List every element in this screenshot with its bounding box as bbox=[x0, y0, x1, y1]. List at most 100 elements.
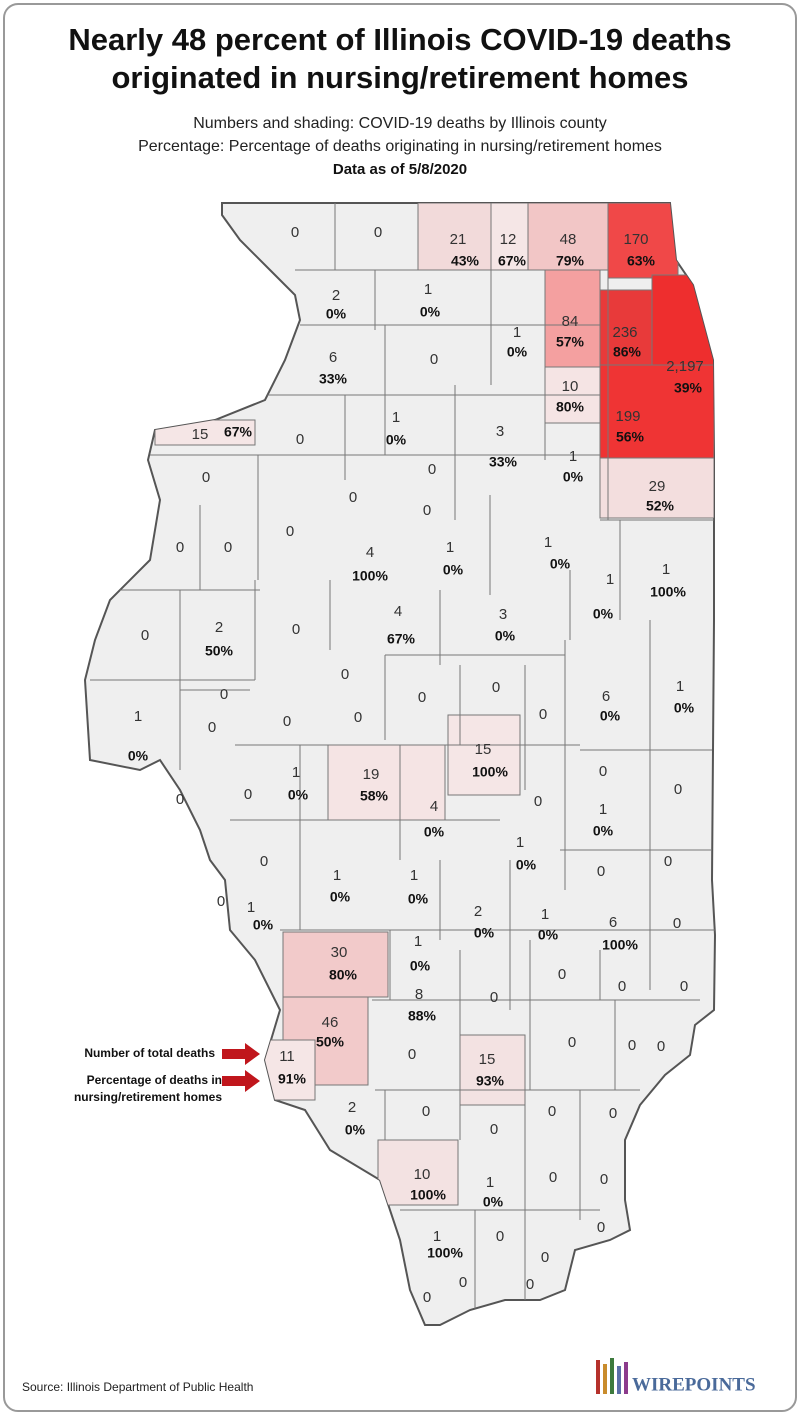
county-pct: 0% bbox=[408, 891, 429, 907]
county-shading bbox=[154, 203, 715, 1206]
county-deaths: 29 bbox=[649, 478, 666, 495]
county-deaths: 0 bbox=[422, 1103, 430, 1120]
county-deaths: 2,197 bbox=[666, 358, 704, 375]
county-pct: 0% bbox=[550, 556, 571, 572]
county-deaths: 15 bbox=[475, 741, 492, 758]
county-deaths: 1 bbox=[516, 834, 524, 851]
county-deaths: 0 bbox=[534, 793, 542, 810]
county-pct: 0% bbox=[330, 889, 351, 905]
county-deaths: 0 bbox=[492, 679, 500, 696]
county-deaths: 0 bbox=[549, 1169, 557, 1186]
county-deaths: 0 bbox=[490, 989, 498, 1006]
county-deaths: 1 bbox=[134, 708, 142, 725]
county-pct: 39% bbox=[674, 380, 703, 396]
county-pct: 80% bbox=[556, 399, 585, 415]
county-pct: 63% bbox=[627, 253, 656, 269]
county-deaths: 1 bbox=[513, 324, 521, 341]
county-deaths: 2 bbox=[474, 903, 482, 920]
county-deaths: 1 bbox=[424, 281, 432, 298]
county-deaths: 19 bbox=[363, 766, 380, 783]
county-deaths: 48 bbox=[560, 231, 577, 248]
legend-pct-label: Percentage of deaths in bbox=[87, 1073, 222, 1087]
county-pct: 80% bbox=[329, 967, 358, 983]
legend-arrow bbox=[222, 1043, 260, 1065]
date: Data as of 5/8/2020 bbox=[333, 161, 467, 178]
subtitle-line: Percentage: Percentage of deaths origina… bbox=[138, 138, 662, 155]
county-deaths: 2 bbox=[215, 619, 223, 636]
county-deaths: 11 bbox=[279, 1048, 295, 1065]
county-deaths: 170 bbox=[623, 231, 648, 248]
county-pct: 0% bbox=[253, 917, 274, 933]
county-deaths: 0 bbox=[628, 1037, 636, 1054]
county-deaths: 0 bbox=[349, 489, 357, 506]
county-deaths: 0 bbox=[459, 1274, 467, 1291]
county-deaths: 0 bbox=[296, 431, 304, 448]
county-deaths: 0 bbox=[600, 1171, 608, 1188]
county-pct: 0% bbox=[410, 958, 431, 974]
subtitle-line: Numbers and shading: COVID-19 deaths by … bbox=[193, 115, 607, 132]
county-pct: 0% bbox=[424, 824, 445, 840]
county-deaths: 0 bbox=[341, 666, 349, 683]
logo-mark bbox=[596, 1358, 628, 1394]
county-pct: 0% bbox=[495, 628, 516, 644]
county-deaths: 0 bbox=[430, 351, 438, 368]
county-deaths: 1 bbox=[606, 571, 614, 588]
county-deaths: 0 bbox=[558, 966, 566, 983]
county-deaths: 4 bbox=[394, 603, 402, 620]
county-pct: 0% bbox=[507, 344, 528, 360]
county-deaths: 1 bbox=[486, 1174, 494, 1191]
county-pct: 0% bbox=[563, 469, 584, 485]
county-pct: 100% bbox=[410, 1187, 446, 1203]
county-deaths: 0 bbox=[664, 853, 672, 870]
county-deaths: 15 bbox=[192, 426, 209, 443]
county-deaths: 0 bbox=[141, 627, 149, 644]
county-deaths: 0 bbox=[490, 1121, 498, 1138]
county-deaths: 0 bbox=[286, 523, 294, 540]
county-pct: 0% bbox=[326, 306, 347, 322]
county-shade bbox=[599, 457, 715, 519]
county-deaths: 84 bbox=[562, 313, 579, 330]
county-deaths: 1 bbox=[292, 764, 300, 781]
legend-arrow bbox=[222, 1070, 260, 1092]
county-deaths: 10 bbox=[562, 378, 579, 395]
county-pct: 0% bbox=[674, 700, 695, 716]
county-pct: 100% bbox=[650, 584, 686, 600]
county-shade bbox=[377, 1139, 459, 1206]
county-deaths: 0 bbox=[291, 224, 299, 241]
county-pct: 93% bbox=[476, 1073, 505, 1089]
county-pct: 100% bbox=[427, 1245, 463, 1261]
county-deaths: 0 bbox=[539, 706, 547, 723]
county-shade bbox=[607, 203, 679, 279]
county-pct: 50% bbox=[316, 1034, 345, 1050]
county-pct: 67% bbox=[387, 631, 416, 647]
county-deaths: 3 bbox=[496, 423, 504, 440]
county-deaths: 21 bbox=[450, 231, 467, 248]
county-deaths: 0 bbox=[208, 719, 216, 736]
county-pct: 33% bbox=[319, 371, 348, 387]
county-pct: 100% bbox=[602, 937, 638, 953]
county-deaths: 8 bbox=[415, 986, 423, 1003]
county-shade bbox=[327, 744, 446, 821]
county-deaths: 0 bbox=[176, 539, 184, 556]
title-line: Nearly 48 percent of Illinois COVID-19 d… bbox=[68, 22, 731, 57]
county-deaths: 3 bbox=[499, 606, 507, 623]
county-pct: 43% bbox=[451, 253, 480, 269]
county-shade bbox=[599, 289, 653, 366]
county-pct: 56% bbox=[616, 429, 645, 445]
county-pct: 0% bbox=[345, 1122, 366, 1138]
county-deaths: 0 bbox=[428, 461, 436, 478]
county-deaths: 0 bbox=[597, 863, 605, 880]
county-pct: 57% bbox=[556, 334, 585, 350]
county-deaths: 0 bbox=[224, 539, 232, 556]
county-pct: 0% bbox=[443, 562, 464, 578]
county-pct: 0% bbox=[474, 925, 495, 941]
county-deaths: 4 bbox=[366, 544, 374, 561]
county-deaths: 6 bbox=[609, 914, 617, 931]
county-deaths: 0 bbox=[599, 763, 607, 780]
county-pct: 0% bbox=[516, 857, 537, 873]
county-pct: 0% bbox=[538, 927, 559, 943]
county-pct: 0% bbox=[420, 304, 441, 320]
legend-deaths-label: Number of total deaths bbox=[84, 1046, 215, 1060]
